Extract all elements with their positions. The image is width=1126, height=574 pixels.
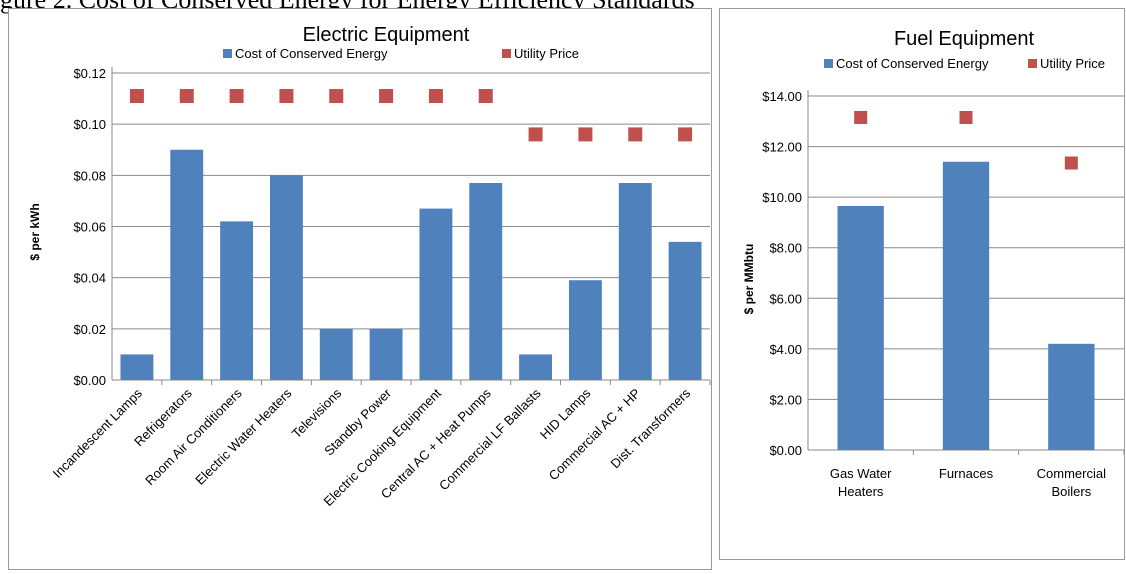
y-tick-label: $0.02 (73, 322, 106, 337)
x-tick-label: Furnaces (939, 466, 994, 481)
y-tick-label: $2.00 (769, 392, 802, 407)
electric-equipment-chart: Electric Equipment Cost of Conserved Ene… (28, 24, 711, 509)
bar (568, 280, 602, 380)
bar (369, 328, 403, 380)
bar (319, 328, 353, 380)
bar (469, 183, 503, 380)
legend: Cost of Conserved Energy Utility Price (824, 56, 1105, 71)
y-tick-label: $6.00 (769, 291, 802, 306)
legend-swatch-marker (502, 49, 511, 58)
y-tick-label: $0.12 (73, 66, 106, 81)
utility-price-marker (279, 89, 294, 104)
fuel-equipment-panel: Fuel Equipment Cost of Conserved Energy … (719, 8, 1125, 560)
utility-price-marker (959, 110, 973, 124)
bar (1048, 343, 1095, 450)
y-tick-label: $0.08 (73, 168, 106, 183)
bar (170, 149, 204, 380)
bar (837, 205, 884, 450)
legend-swatch-bar (223, 49, 232, 58)
utility-price-marker (179, 89, 194, 104)
y-tick-label: $14.00 (762, 89, 802, 104)
x-tick-label: Boilers (1051, 484, 1091, 499)
utility-price-marker (1064, 156, 1078, 170)
chart-title: Fuel Equipment (894, 28, 1035, 50)
y-tick-label: $4.00 (769, 342, 802, 357)
y-tick-label: $0.06 (73, 220, 106, 235)
legend-label-cce: Cost of Conserved Energy (235, 46, 388, 61)
bar (419, 208, 453, 380)
legend-label-utility: Utility Price (514, 46, 579, 61)
utility-price-marker (329, 89, 344, 104)
x-tick-label: Commercial (1037, 466, 1106, 481)
utility-price-marker (478, 89, 493, 104)
y-tick-label: $12.00 (762, 140, 802, 155)
y-tick-label: $10.00 (762, 190, 802, 205)
x-tick-label: Incandescent Lamps (50, 385, 146, 481)
x-tick-label: Electric Water Heaters (192, 385, 295, 488)
legend: Cost of Conserved Energy Utility Price (223, 46, 579, 61)
legend-swatch-bar (824, 59, 833, 68)
fuel-equipment-chart: Fuel Equipment Cost of Conserved Energy … (742, 28, 1125, 499)
legend-label-utility: Utility Price (1040, 56, 1105, 71)
y-tick-label: $0.10 (73, 117, 106, 132)
y-axis-label: $ per MMbtu (742, 244, 756, 315)
utility-price-marker (678, 127, 693, 142)
utility-price-marker (628, 127, 643, 142)
utility-price-marker (379, 89, 394, 104)
utility-price-marker (578, 127, 593, 142)
utility-price-marker (129, 89, 144, 104)
legend-swatch-marker (1028, 59, 1037, 68)
y-tick-label: $0.04 (73, 271, 106, 286)
bar (668, 241, 702, 380)
bar (519, 354, 553, 380)
electric-equipment-panel: Electric Equipment Cost of Conserved Ene… (8, 8, 712, 570)
utility-price-marker (229, 89, 244, 104)
legend-label-cce: Cost of Conserved Energy (836, 56, 989, 71)
bar (220, 221, 254, 380)
chart-title: Electric Equipment (303, 24, 470, 46)
y-tick-label: $0.00 (769, 443, 802, 458)
utility-price-marker (528, 127, 543, 142)
y-tick-label: $0.00 (73, 373, 106, 388)
bar (942, 161, 990, 450)
bar (120, 354, 154, 380)
x-tick-label: Commercial LF Ballasts (436, 385, 544, 493)
y-tick-label: $8.00 (769, 241, 802, 256)
x-tick-label: Room Air Conditioners (142, 385, 245, 488)
x-tick-label: Gas Water (830, 466, 892, 481)
utility-price-marker (428, 89, 443, 104)
bar (269, 175, 303, 380)
utility-price-marker (854, 110, 868, 124)
bar (618, 183, 652, 380)
x-tick-label: Commercial AC + HP (546, 386, 644, 484)
y-axis-label: $ per kWh (28, 203, 42, 260)
x-tick-label: Heaters (838, 484, 884, 499)
